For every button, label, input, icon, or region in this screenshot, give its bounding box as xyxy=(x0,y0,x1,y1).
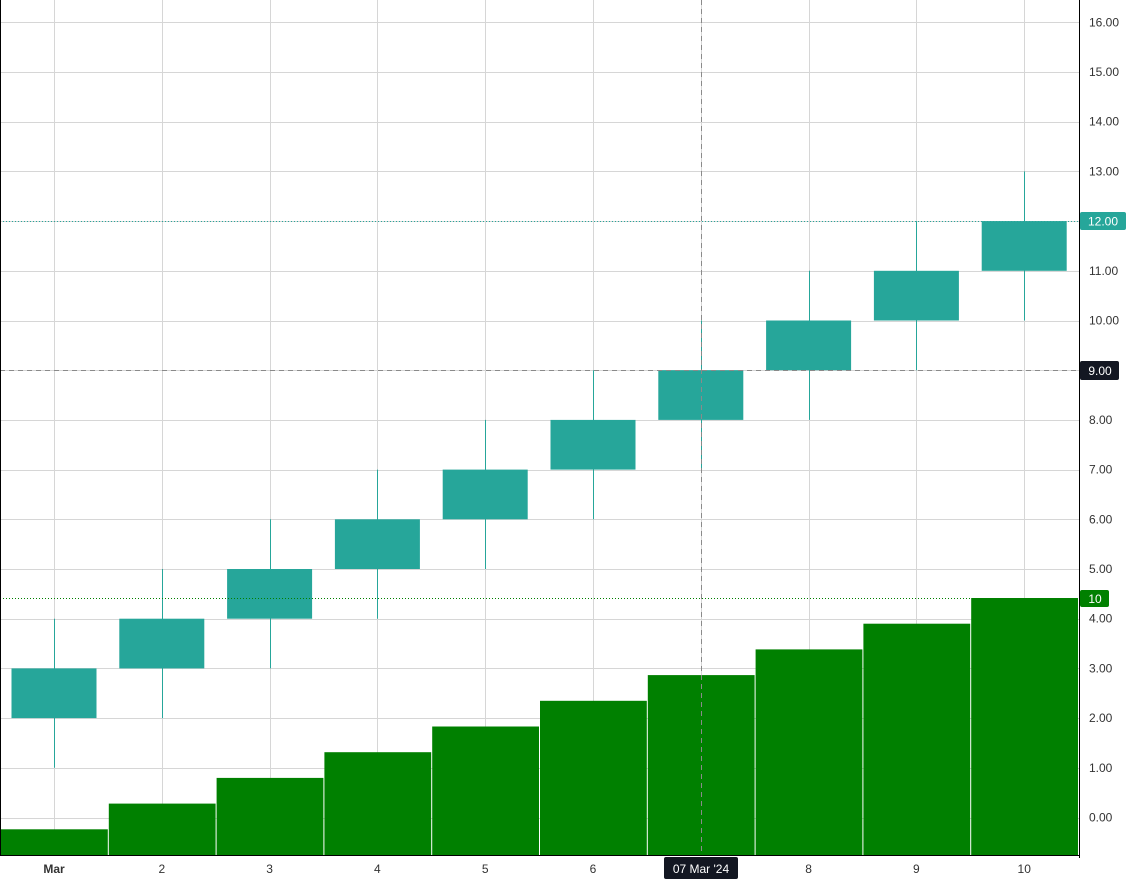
volume-bar xyxy=(432,726,539,855)
price-tick-label: 2.00 xyxy=(1089,711,1113,725)
candle xyxy=(334,469,420,619)
crosshair-date-badge: 07 Mar '24 xyxy=(664,857,738,879)
candle-body xyxy=(227,569,313,619)
candle xyxy=(981,171,1067,321)
last-price-badge-bg xyxy=(1080,212,1126,230)
crosshair-price-badge: 9.00 xyxy=(1080,361,1119,380)
last-price-badge-label: 12.00 xyxy=(1088,215,1118,229)
volume-bar xyxy=(540,700,647,855)
volume-bar xyxy=(863,623,971,855)
volume-bar xyxy=(1,829,108,855)
price-tick-label: 15.00 xyxy=(1089,65,1119,79)
time-tick-label: 10 xyxy=(1018,862,1032,876)
candles xyxy=(11,171,1067,768)
price-tick-label: 3.00 xyxy=(1089,661,1113,675)
candle xyxy=(442,419,528,569)
candle xyxy=(873,221,959,371)
time-axis-labels: Mar 2 3 4 5 6 8 9 10 xyxy=(43,862,1031,876)
price-tick-label: 0.00 xyxy=(1089,811,1113,825)
volume-badge-bg xyxy=(1080,590,1109,607)
reference-lines xyxy=(0,0,1079,855)
candle-body xyxy=(442,469,528,520)
price-tick-label: 8.00 xyxy=(1089,413,1113,427)
candle xyxy=(119,569,205,719)
time-tick-label: 2 xyxy=(158,862,165,876)
axes xyxy=(0,0,1080,858)
volume-bar xyxy=(971,598,1078,855)
volume-bars xyxy=(1,598,1078,855)
volume-badge: 10 xyxy=(1080,590,1109,607)
time-tick-label: 6 xyxy=(590,862,597,876)
volume-bar xyxy=(755,649,863,855)
candle-body xyxy=(981,221,1067,271)
time-tick-label: Mar xyxy=(43,862,65,876)
candle xyxy=(550,370,636,520)
volume-bar xyxy=(108,803,216,855)
candle-body xyxy=(119,618,205,669)
candle-body xyxy=(658,370,744,420)
time-tick-label: 9 xyxy=(913,862,920,876)
price-tick-label: 14.00 xyxy=(1089,115,1119,129)
volume-bar xyxy=(216,777,324,855)
time-tick-label: 4 xyxy=(374,862,381,876)
axis-badges: 12.00 9.00 10 07 Mar '24 xyxy=(664,212,1126,879)
price-tick-label: 6.00 xyxy=(1089,512,1113,526)
candle xyxy=(766,270,852,420)
candle-body xyxy=(766,320,852,371)
time-tick-label: 8 xyxy=(805,862,812,876)
crosshair-price-badge-label: 9.00 xyxy=(1088,364,1112,378)
candle-body xyxy=(334,519,420,569)
candle xyxy=(227,519,313,669)
price-tick-label: 1.00 xyxy=(1089,761,1113,775)
price-tick-label: 10.00 xyxy=(1089,314,1119,328)
crosshair-date-badge-bg xyxy=(664,857,738,879)
price-tick-label: 7.00 xyxy=(1089,463,1113,477)
price-tick-label: 13.00 xyxy=(1089,164,1119,178)
last-price-badge: 12.00 xyxy=(1080,212,1126,230)
candle-body xyxy=(873,270,959,321)
price-axis-labels: 0.00 1.00 2.00 3.00 4.00 5.00 6.00 7.00 8.00 10.0… xyxy=(1089,15,1119,824)
crosshair-price-badge-bg xyxy=(1080,361,1119,380)
crosshair-date-badge-label: 07 Mar '24 xyxy=(673,862,730,876)
time-tick-label: 3 xyxy=(266,862,273,876)
price-tick-label: 4.00 xyxy=(1089,612,1113,626)
volume-bar xyxy=(324,752,432,855)
candle-body xyxy=(11,668,97,719)
time-tick-label: 5 xyxy=(482,862,489,876)
candle xyxy=(11,618,97,768)
candle xyxy=(658,320,744,470)
price-tick-label: 5.00 xyxy=(1089,562,1113,576)
volume-badge-label: 10 xyxy=(1088,592,1102,606)
candle-body xyxy=(550,419,636,470)
price-tick-label: 11.00 xyxy=(1089,264,1118,278)
price-tick-label: 16.00 xyxy=(1089,15,1119,29)
